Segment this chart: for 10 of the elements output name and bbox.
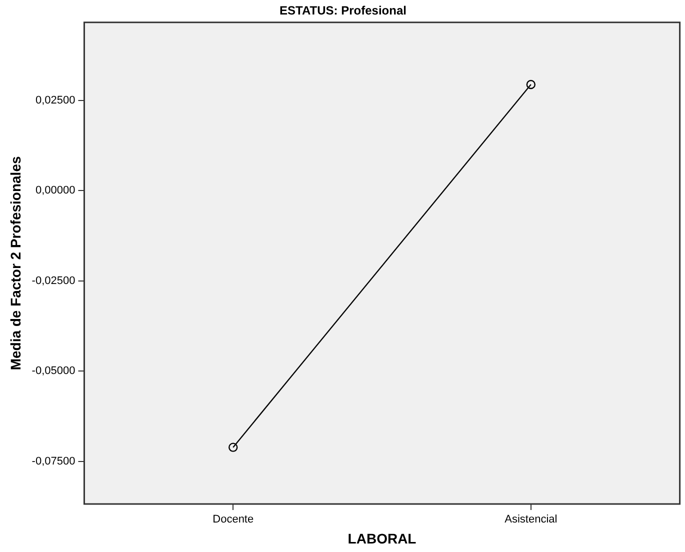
y-tick-label: -0,07500 bbox=[32, 455, 76, 468]
y-tick-label: 0,02500 bbox=[35, 94, 76, 106]
chart-title: ESTATUS: Profesional bbox=[280, 4, 406, 18]
y-tick-label: -0,05000 bbox=[32, 365, 76, 378]
y-tick-label: -0,02500 bbox=[32, 274, 76, 287]
x-axis-title: LABORAL bbox=[348, 530, 417, 546]
x-tick-label: Docente bbox=[212, 514, 254, 526]
y-tick-label: 0,00000 bbox=[35, 184, 76, 197]
x-tick-label: Asistencial bbox=[504, 514, 558, 526]
y-axis-title: Media de Factor 2 Profesionales bbox=[7, 156, 24, 370]
